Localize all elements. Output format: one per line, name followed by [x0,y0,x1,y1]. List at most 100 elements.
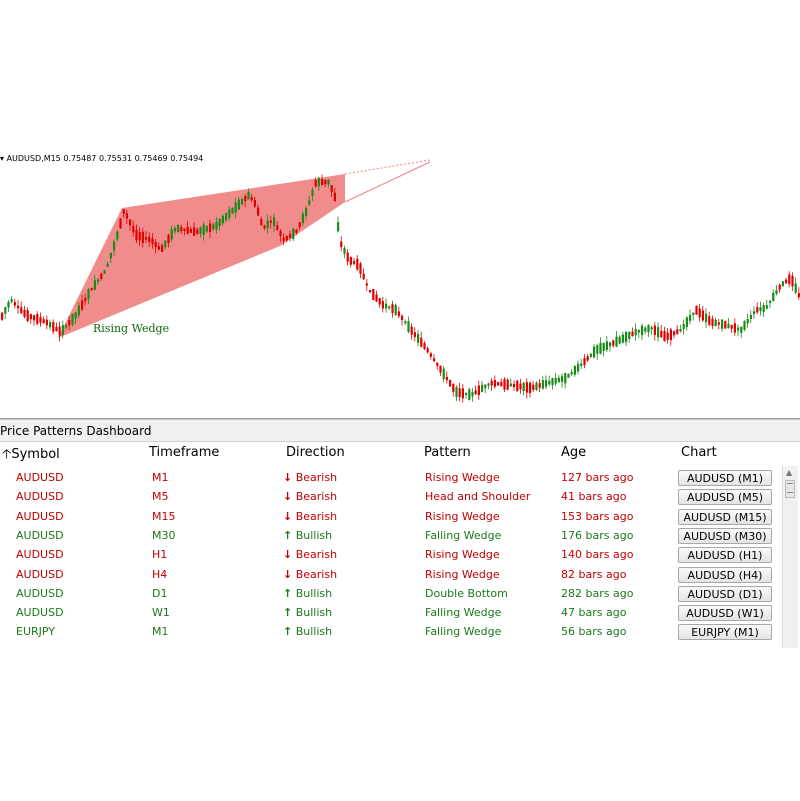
candle-body [39,317,42,323]
candle-body [417,334,420,343]
header-timeframe[interactable]: Timeframe [149,445,220,460]
candle-body [61,325,64,335]
candlestick-chart[interactable] [0,0,800,418]
candle-body [49,322,52,328]
candle-body [170,229,173,240]
header-chart[interactable]: Chart [681,445,717,460]
candle-body [404,321,407,324]
candle-body [711,318,714,326]
candle-body [545,380,548,387]
row-age: 41 bars ago [561,490,627,503]
candle-body [292,228,295,240]
candle-body [753,311,756,315]
open-chart-button[interactable]: AUDUSD (M5) [678,489,772,505]
open-chart-button[interactable]: AUDUSD (W1) [678,605,772,621]
candle-body [516,380,519,392]
candle-body [247,191,250,200]
open-chart-button[interactable]: AUDUSD (H4) [678,567,772,583]
candle-body [193,227,196,236]
candle-body [372,289,375,300]
candle-body [634,328,637,336]
header-symbol[interactable]: 🡡Symbol [2,445,60,467]
candle-body [17,305,20,309]
candle-body [705,313,708,323]
candle-body [458,388,461,398]
candle-body [605,341,608,350]
price-chart[interactable]: ▾ AUDUSD,M15 0.75487 0.75531 0.75469 0.7… [0,0,800,418]
symbol-info-text: AUDUSD,M15 0.75487 0.75531 0.75469 0.754… [6,154,204,163]
candle-body [260,218,263,226]
open-chart-button[interactable]: AUDUSD (M30) [678,528,772,544]
candle-body [519,383,522,390]
open-chart-button[interactable]: AUDUSD (M15) [678,509,772,525]
candle-body [231,207,234,214]
row-timeframe: W1 [152,606,170,619]
candle-body [769,300,772,303]
candle-body [529,382,532,394]
candle-body [717,322,720,325]
candle-body [129,219,132,226]
candle-body [679,329,682,332]
row-direction-label: Bullish [295,625,333,638]
candle-body [369,290,372,293]
header-symbol-label: Symbol [11,447,60,462]
candle-body [119,218,122,229]
candle-body [189,228,192,233]
candle-body [436,362,439,367]
candle-body [423,343,426,350]
candle-body [113,241,116,251]
candle-body [269,220,272,223]
candle-body [29,314,32,320]
arrow-up-icon: ↑ [283,529,293,542]
header-age[interactable]: Age [561,445,587,460]
row-symbol: AUDUSD [16,490,64,503]
header-pattern[interactable]: Pattern [424,445,471,460]
candle-body [429,353,432,357]
candle-body [641,325,644,336]
candle-body [362,273,365,280]
candle-body [701,310,704,321]
row-symbol: AUDUSD [16,471,64,484]
candle-body [727,323,730,328]
vertical-scrollbar[interactable]: ▲ [782,466,798,648]
open-chart-button[interactable]: AUDUSD (M1) [678,470,772,486]
open-chart-button[interactable]: EURJPY (M1) [678,624,772,640]
candle-body [391,304,394,314]
candle-body [564,373,567,384]
candle-body [420,337,423,347]
open-chart-button[interactable]: AUDUSD (D1) [678,586,772,602]
candle-body [445,376,448,381]
scroll-thumb[interactable] [785,480,795,498]
candle-body [244,195,247,202]
candle-body [477,385,480,396]
open-chart-button[interactable]: AUDUSD (H1) [678,547,772,563]
candle-body [289,233,292,239]
chart-menu-triangle-icon[interactable]: ▾ [0,154,5,163]
candle-body [68,319,71,326]
candle-body [714,319,717,327]
candle-body [205,225,208,232]
candle-body [388,306,391,309]
row-pattern: Rising Wedge [425,510,500,523]
candle-body [407,321,410,332]
candle-body [365,283,368,286]
scroll-up-arrow-icon[interactable]: ▲ [786,468,793,477]
candle-body [33,315,36,321]
candle-body [743,321,746,330]
header-direction[interactable]: Direction [286,445,345,460]
candle-body [52,322,55,332]
candle-body [455,387,458,398]
candle-body [36,313,39,324]
candle-body [577,363,580,372]
candle-body [346,252,349,262]
candle-body [612,340,615,346]
candle-body [87,289,90,300]
row-timeframe: M15 [152,510,176,523]
candle-body [749,314,752,319]
row-direction: ↓ Bearish [283,471,337,484]
dashboard-title: Price Patterns Dashboard [0,419,800,442]
candle-body [532,384,535,390]
row-direction-label: Bearish [295,490,338,503]
candle-body [250,197,253,201]
row-symbol: AUDUSD [16,510,64,523]
